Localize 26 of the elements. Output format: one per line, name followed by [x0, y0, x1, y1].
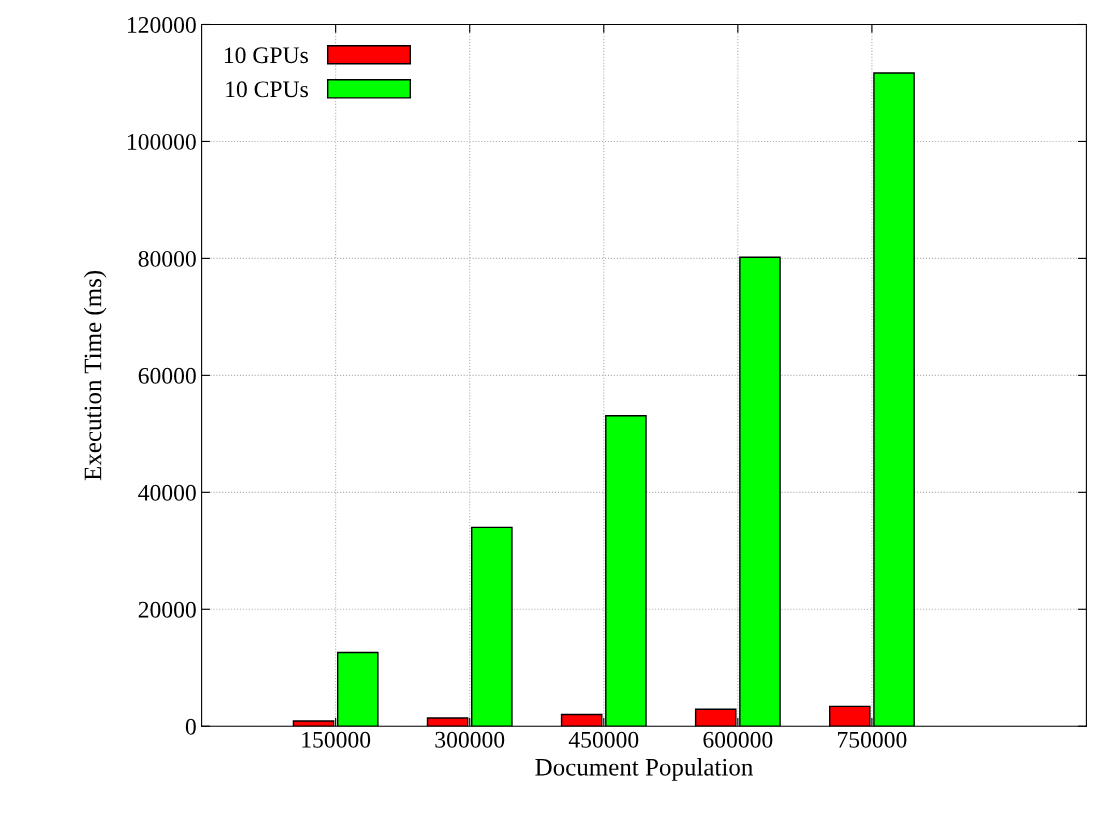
- x-tick-label: 750000: [838, 731, 907, 748]
- x-tick-label: 450000: [568, 731, 639, 748]
- y-tick-label: 100000: [127, 133, 196, 150]
- y-tick-label: 60000: [138, 367, 196, 384]
- bar: [873, 72, 915, 727]
- y-tick-label: 20000: [138, 601, 196, 618]
- bar: [560, 713, 603, 727]
- x-axis-title: Document Population: [535, 758, 753, 781]
- bar: [694, 708, 737, 727]
- bar: [471, 526, 513, 727]
- y-axis-title: Execution Time (ms): [83, 270, 107, 481]
- legend-label: 10 GPUs: [224, 47, 308, 64]
- y-tick-label: 120000: [127, 16, 196, 33]
- bar: [292, 720, 335, 727]
- x-tick-label: 150000: [302, 731, 371, 748]
- y-tick-label: 80000: [138, 250, 196, 267]
- y-tick-label: 40000: [138, 484, 196, 501]
- legend-label: 10 CPUs: [226, 81, 308, 98]
- x-tick-label: 600000: [703, 731, 773, 748]
- bar: [336, 651, 379, 727]
- x-tick-label: 300000: [435, 731, 505, 748]
- bar: [605, 415, 647, 727]
- bar: [828, 705, 871, 727]
- bar: [739, 256, 781, 727]
- bar: [426, 717, 469, 727]
- y-tick-label: 0: [185, 718, 196, 735]
